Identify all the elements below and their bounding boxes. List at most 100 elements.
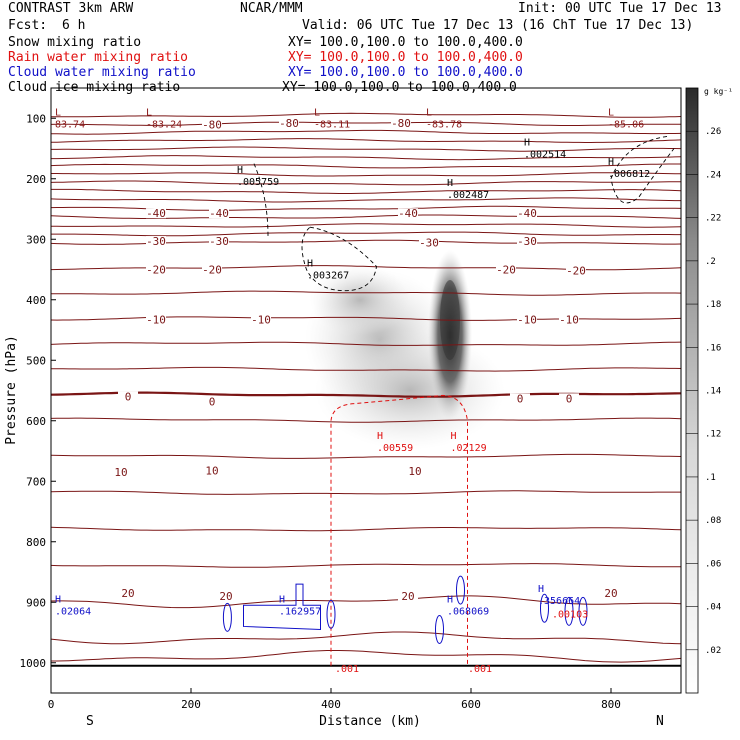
cloudwater-contour [540, 593, 549, 623]
isotherm-label: -40 [209, 207, 229, 220]
isotherm-label: -80 [391, 117, 411, 130]
isotherm-label: -10 [517, 314, 537, 327]
isotherm-line [51, 526, 681, 532]
isotherm-line [51, 366, 681, 372]
colorbar-tick-label: .06 [705, 559, 721, 569]
isotherm-label: -20 [146, 264, 166, 277]
x-tick-label: 800 [601, 698, 621, 711]
label-mask [559, 393, 579, 404]
extremum-mark: H [451, 431, 457, 442]
cloudwater-contour [435, 614, 444, 644]
rain-contour [330, 394, 468, 666]
extremum-value: .356664 [538, 596, 580, 607]
x-end-label-right: N [656, 714, 664, 729]
label-mask [559, 314, 579, 325]
y-tick-label: 500 [26, 354, 46, 367]
isotherm-line [51, 112, 681, 118]
isotherm-line [51, 180, 681, 186]
extremum-value: .001 [335, 664, 359, 675]
extremum-value: -83.11 [314, 119, 350, 130]
extremum-value: .068069 [447, 606, 489, 617]
extremum-value: -85.06 [608, 119, 644, 130]
x-tick-label: 200 [181, 698, 201, 711]
extremum-mark: H [447, 594, 453, 605]
y-tick-label: 800 [26, 536, 46, 549]
isotherm-line [51, 231, 681, 237]
label-mask [496, 264, 516, 275]
x-tick-label: 0 [48, 698, 55, 711]
cloudwater-contour [222, 602, 232, 632]
label-mask [398, 208, 418, 219]
isotherm-label: -40 [517, 207, 537, 220]
colorbar-unit: g kg⁻¹ [704, 87, 733, 96]
label-mask [202, 264, 222, 275]
y-tick-label: 100 [26, 112, 46, 125]
extremum-value: .005759 [237, 177, 279, 188]
label-mask [517, 314, 537, 325]
isotherm-line [51, 214, 681, 219]
label-mask [419, 237, 439, 248]
isotherm-line [51, 490, 681, 495]
label-mask [118, 588, 138, 599]
extremum-value: 83.74 [55, 119, 85, 130]
extremum-value: -83.24 [146, 119, 182, 130]
colorbar-tick-label: .2 [705, 257, 716, 267]
extremum-value: .02064 [55, 606, 91, 617]
field-cloudwater-name: Cloud water mixing ratio [8, 65, 196, 80]
isotherm-line [51, 188, 681, 194]
extremum-value: .00559 [377, 443, 413, 454]
extremum-mark: H [377, 431, 383, 442]
org-label: NCAR/MMM [240, 1, 303, 16]
isotherm-line [51, 129, 681, 135]
label-mask [202, 396, 222, 407]
isotherm-line [51, 155, 681, 161]
isotherm-label: -80 [279, 117, 299, 130]
label-mask [398, 591, 418, 602]
label-mask [202, 119, 222, 130]
ice-contour [301, 226, 377, 292]
label-mask [209, 236, 229, 247]
extremum-value: -83.78 [426, 119, 462, 130]
colorbar-tick-label: .08 [705, 516, 721, 526]
label-mask [202, 465, 222, 476]
colorbar-tick-label: .14 [705, 387, 721, 397]
isotherm-label: -20 [496, 264, 516, 277]
label-mask [517, 208, 537, 219]
y-tick-label: 700 [26, 475, 46, 488]
fcst-label: Fcst: [8, 18, 48, 33]
colorbar-tick-label: .22 [705, 214, 721, 224]
isotherm-line [51, 197, 681, 203]
extremum-mark: H [538, 584, 544, 595]
ice-contour [610, 135, 675, 204]
y-axis-label: Pressure (hPa) [4, 335, 19, 445]
extremum-value: .001 [468, 664, 492, 675]
y-tick-label: 900 [26, 596, 46, 609]
label-mask [601, 588, 621, 599]
label-mask [111, 467, 131, 478]
isotherm-label: -10 [251, 314, 271, 327]
extremum-value: .006812 [608, 169, 650, 180]
x-end-label-left: S [86, 714, 94, 729]
extremum-mark: H [279, 594, 285, 605]
cloudwater-contour [564, 596, 574, 626]
y-tick-label: 600 [26, 415, 46, 428]
isotherm-label: 0 [125, 391, 132, 404]
isotherm-line [51, 223, 681, 228]
extremum-value: .002514 [524, 150, 566, 161]
isotherm-label: 0 [566, 392, 573, 405]
extremum-mark: L [146, 107, 152, 118]
isotherm-label: -80 [202, 118, 222, 131]
extremum-value: .002487 [447, 190, 489, 201]
label-mask [517, 236, 537, 247]
colorbar-tick-label: .26 [705, 127, 721, 137]
label-mask [146, 264, 166, 275]
label-mask [146, 236, 166, 247]
label-mask [405, 465, 425, 476]
cloudwater-contour [578, 596, 588, 626]
extremum-mark: L [608, 107, 614, 118]
label-mask [118, 391, 138, 402]
isotherm-label: -20 [566, 265, 586, 278]
x-axis-label: Distance (km) [319, 714, 421, 729]
isotherm-line [51, 138, 681, 143]
label-mask [279, 118, 299, 129]
